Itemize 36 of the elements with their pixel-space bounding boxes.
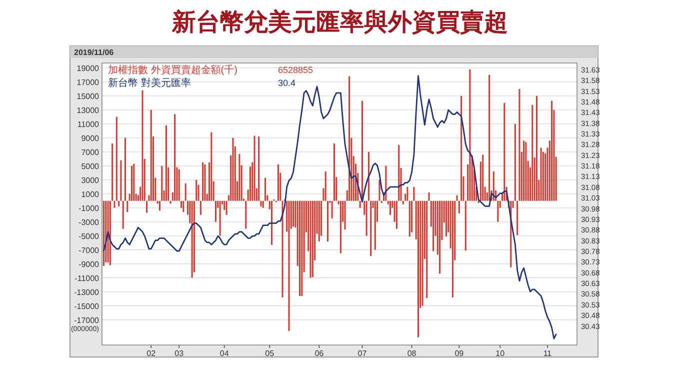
y-tick-label: 3000 [81,176,100,185]
text: 新台幣 對美元匯率 [108,77,191,89]
x-tick-label: 08 [407,349,417,358]
y-tick-label: -3000 [78,218,100,227]
y-tick-label: 15000 [76,92,100,101]
x-tick-label: 11 [543,349,552,358]
y-tick-label: 9000 [81,134,100,143]
y-tick-label: -9000 [78,260,100,269]
y-tick-label: 7000 [81,148,100,157]
x-tick-label: 07 [358,349,368,358]
x-tick-label: 09 [454,349,464,358]
y-tick-label: -5000 [78,232,100,241]
y-tick-label: -1000 [78,204,100,213]
y-tick-label: -13000 [74,288,100,297]
y-tick-label: 1000 [81,190,100,199]
y-tick-label: 11000 [77,120,100,129]
y-tick-label: -15000 [74,302,100,311]
y-tick-label: -11000 [74,274,100,283]
annotation: 30.4 [278,78,296,88]
x-tick-label: 03 [174,349,184,358]
y-tick-label: 19000 [76,64,100,73]
x-tick-label: 06 [314,349,324,358]
y-tick-label: 5000 [81,162,100,171]
x-tick-label: 04 [220,349,230,358]
y-tick-label: 17000 [76,78,100,87]
chart-subtitle: 2019/11/06 [74,48,114,57]
x-tick-label: 02 [146,349,156,358]
text: 加權指數 外資買賣超金額(千) [108,64,238,76]
line-series [103,75,557,340]
x-tick-label: 10 [496,349,506,358]
y-tick-label: -7000 [78,246,100,255]
y-tick-label: -17000 [74,316,100,325]
x-tick-label: 05 [265,349,275,358]
chart-title: 新台幣兌美元匯率與外資買賣超 [171,8,508,36]
annotation: 6528855 [278,65,314,75]
y-tick-label: 13000 [76,106,100,115]
